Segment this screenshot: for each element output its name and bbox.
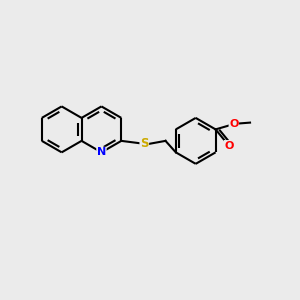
Text: S: S [140, 137, 148, 150]
Text: O: O [229, 119, 239, 129]
Text: O: O [224, 141, 233, 151]
Text: N: N [97, 147, 106, 158]
